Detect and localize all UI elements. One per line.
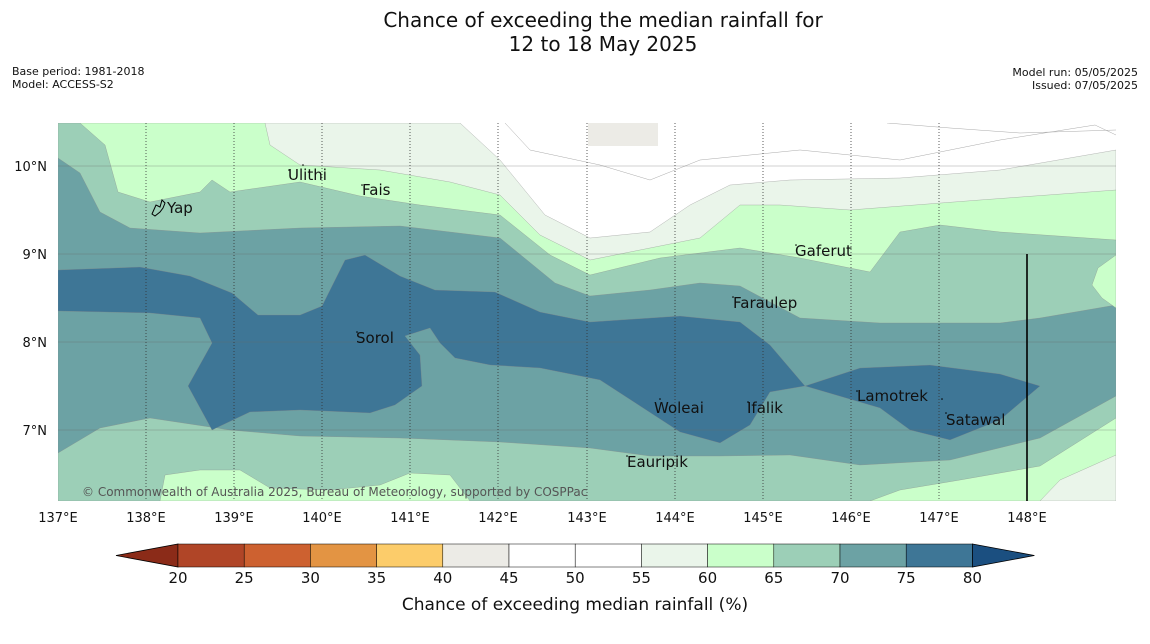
- colorbar-segment: [906, 544, 972, 567]
- colorbar-tick-label: 60: [698, 569, 717, 587]
- place-yap: Yap: [166, 199, 193, 217]
- colorbar-segment: [774, 544, 840, 567]
- colorbar-tick-label: 70: [830, 569, 849, 587]
- place-ulithi: Ulithi: [288, 166, 327, 184]
- place-faraulep: Faraulep: [733, 294, 797, 312]
- colorbar-title: Chance of exceeding median rainfall (%): [402, 595, 748, 615]
- lon-label: 145°E: [743, 511, 783, 526]
- colorbar-tick-label: 50: [566, 569, 585, 587]
- lat-labels: 10°N 9°N 8°N 7°N: [14, 160, 47, 439]
- lat-label: 10°N: [14, 160, 47, 175]
- colorbar-tick-label: 55: [632, 569, 651, 587]
- lat-label: 8°N: [23, 336, 48, 351]
- lon-label: 141°E: [390, 511, 430, 526]
- colorbar-segment: [840, 544, 906, 567]
- colorbar-segment: [641, 544, 707, 567]
- colorbar: 20 25 30 35 40 45 50 55 60 65 70 75 80: [116, 544, 1034, 587]
- lon-label: 142°E: [478, 511, 518, 526]
- lon-label: 137°E: [38, 511, 78, 526]
- colorbar-segment: [575, 544, 641, 567]
- lat-label: 9°N: [23, 248, 48, 263]
- colorbar-tick-label: 75: [897, 569, 916, 587]
- lon-labels: 137°E 138°E 139°E 140°E 141°E 142°E 143°…: [38, 511, 1047, 526]
- lon-label: 139°E: [214, 511, 254, 526]
- lon-label: 140°E: [302, 511, 342, 526]
- contour-fields: Yap Ulithi Fais Gaferut Faraulep Sorol W…: [58, 123, 1116, 501]
- colorbar-tick-label: 40: [433, 569, 452, 587]
- colorbar-segment: [310, 544, 376, 567]
- lon-label: 147°E: [919, 511, 959, 526]
- colorbar-arrow-low: [116, 544, 178, 567]
- colorbar-tick-label: 35: [367, 569, 386, 587]
- band-40-45: [588, 123, 658, 146]
- lon-label: 138°E: [126, 511, 166, 526]
- colorbar-tick-label: 65: [764, 569, 783, 587]
- place-eauripik: Eauripik: [627, 453, 688, 471]
- colorbar-arrow-high: [972, 544, 1034, 567]
- lon-label: 148°E: [1007, 511, 1047, 526]
- colorbar-segment: [443, 544, 509, 567]
- place-gaferut: Gaferut: [795, 242, 852, 260]
- colorbar-segment: [244, 544, 310, 567]
- colorbar-segment: [377, 544, 443, 567]
- colorbar-tick-label: 25: [235, 569, 254, 587]
- colorbar-tick-label: 80: [963, 569, 982, 587]
- place-fais: Fais: [362, 181, 391, 199]
- place-satawal: Satawal: [946, 411, 1005, 429]
- colorbar-tick-label: 45: [499, 569, 518, 587]
- place-lamotrek: Lamotrek: [857, 387, 928, 405]
- copyright-credit: © Commonwealth of Australia 2025, Bureau…: [82, 485, 587, 499]
- lon-label: 144°E: [655, 511, 695, 526]
- place-woleai: Woleai: [654, 399, 704, 417]
- place-sorol: Sorol: [356, 329, 394, 347]
- colorbar-tick-label: 20: [168, 569, 187, 587]
- colorbar-segment: [178, 544, 244, 567]
- colorbar-segment: [509, 544, 575, 567]
- colorbar-segment: [708, 544, 774, 567]
- lat-label: 7°N: [23, 424, 48, 439]
- place-ifalik: Ifalik: [747, 399, 783, 417]
- colorbar-tick-label: 30: [301, 569, 320, 587]
- lon-label: 146°E: [831, 511, 871, 526]
- lon-label: 143°E: [567, 511, 607, 526]
- forecast-map: Yap Ulithi Fais Gaferut Faraulep Sorol W…: [0, 0, 1150, 644]
